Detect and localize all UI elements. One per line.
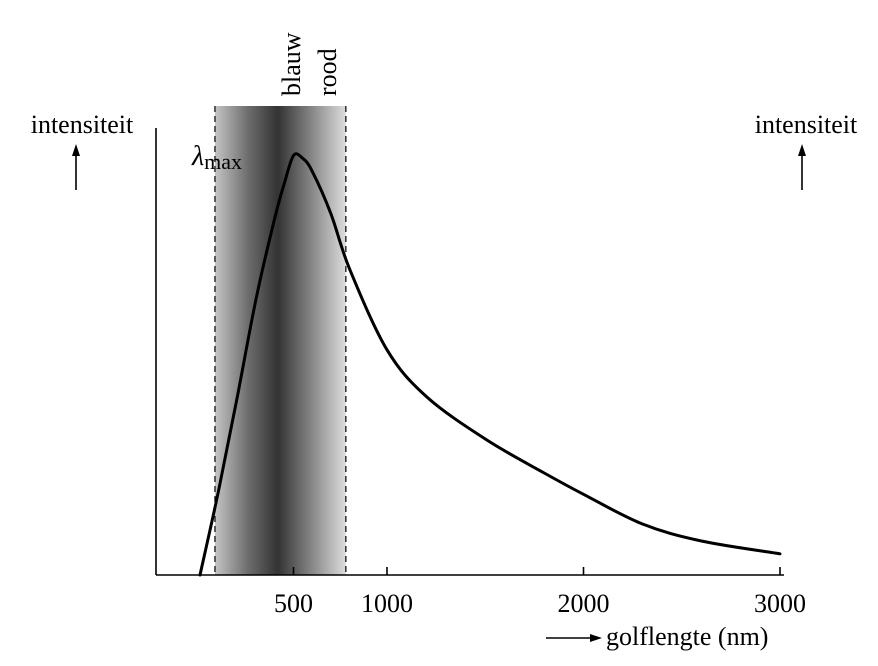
y-label-left: intensiteit bbox=[31, 110, 134, 139]
series-line-intensity bbox=[198, 152, 782, 577]
x-tick-label: 2000 bbox=[558, 589, 610, 618]
x-tick-label: 500 bbox=[274, 589, 313, 618]
peak-label-subscript: max bbox=[204, 149, 242, 174]
y-arrow-left-icon bbox=[72, 144, 80, 190]
x-arrow-icon bbox=[546, 634, 602, 642]
y-label-right: intensiteit bbox=[755, 110, 858, 139]
y-arrow-right-icon bbox=[798, 144, 806, 190]
band-label-blue: blauw bbox=[277, 32, 306, 96]
peak-label-symbol: λ bbox=[191, 141, 204, 172]
x-tick-label: 3000 bbox=[754, 589, 806, 618]
visible-spectrum-band bbox=[214, 106, 346, 575]
peak-label: λmax bbox=[191, 141, 242, 174]
x-axis-label: golflengte (nm) bbox=[606, 622, 768, 651]
band-label-red: rood bbox=[313, 48, 342, 96]
x-tick-label: 1000 bbox=[361, 589, 413, 618]
